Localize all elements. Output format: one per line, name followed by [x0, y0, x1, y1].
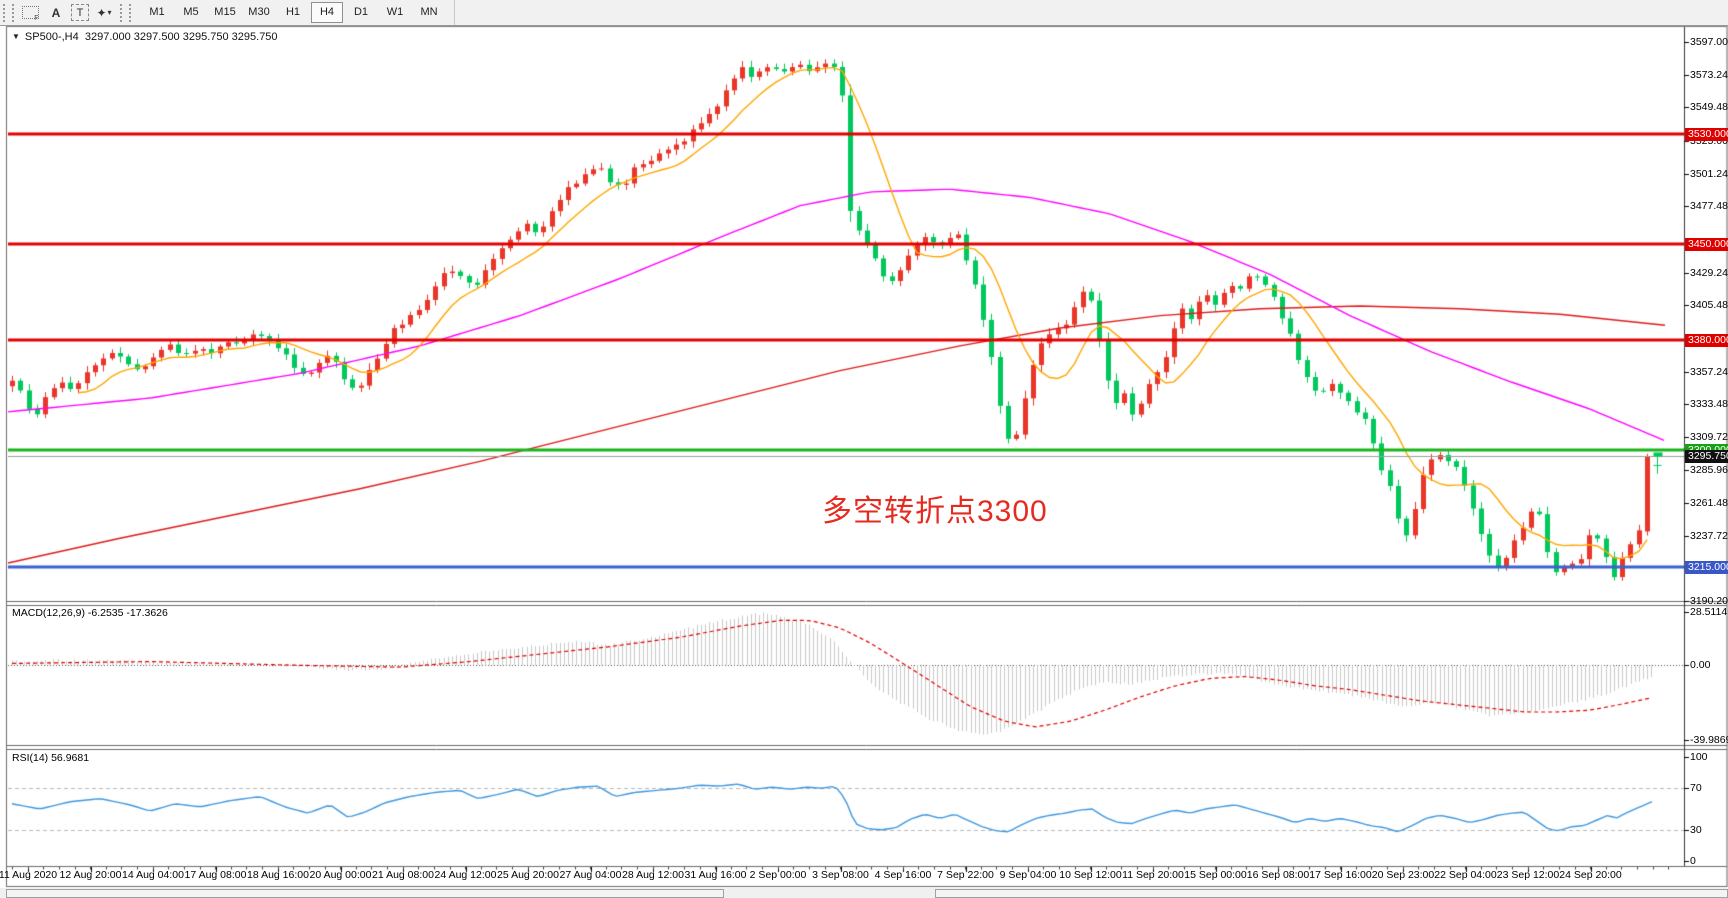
- price-badge-3530.000: 3530.000: [1685, 127, 1728, 141]
- time-axis-label: 7 Sep 22:00: [937, 869, 994, 881]
- rsi-indicator-label: RSI(14) 56.9681: [12, 752, 90, 764]
- time-axis-label: 3 Sep 08:00: [812, 869, 869, 881]
- toolbar: F A T ✦ ▾ M1 M5 M15 M30 H1 H4 D1 W1 MN: [0, 0, 1728, 26]
- toolbar-grip-2[interactable]: [120, 3, 131, 22]
- price-axis-label: 3357.240: [1690, 365, 1728, 378]
- price-axis-label: 3501.240: [1690, 167, 1728, 180]
- timeframe-button-d1[interactable]: D1: [353, 6, 369, 18]
- time-axis-label: 20 Aug 00:00: [309, 869, 372, 881]
- price-axis-label: 3597.000: [1690, 36, 1728, 49]
- price-axis-label: 3190.200: [1690, 595, 1728, 608]
- time-axis-label: 21 Aug 08:00: [372, 869, 434, 881]
- status-panel-right: [935, 889, 1728, 898]
- time-axis-label: 12 Aug 20:00: [59, 869, 122, 881]
- price-axis-label: 3309.720: [1690, 430, 1728, 443]
- cursor-mode-tool[interactable]: ✦ ▾: [93, 3, 115, 23]
- grid-f-tool-icon[interactable]: F: [19, 3, 41, 23]
- time-axis-label: 2 Sep 00:00: [749, 869, 807, 881]
- chart-title: ▼ SP500-,H4 3297.000 3297.500 3295.750 32…: [12, 31, 278, 43]
- price-axis-label: 3549.480: [1690, 101, 1728, 114]
- time-axis-label: 10 Sep 12:00: [1059, 869, 1122, 881]
- cursor-mode-icon: ✦: [96, 5, 107, 20]
- timeframe-button-m1[interactable]: M1: [149, 6, 165, 18]
- price-axis-label: 3333.480: [1690, 398, 1728, 411]
- price-axis-label: 3405.480: [1690, 299, 1728, 312]
- rsi-axis-label: 0: [1690, 855, 1696, 867]
- time-axis-label: 17 Sep 16:00: [1309, 869, 1372, 881]
- time-axis-label: 11 Sep 20:00: [1122, 869, 1184, 881]
- price-axis-label: 3285.960: [1690, 463, 1728, 476]
- time-axis-label: 24 Sep 20:00: [1559, 869, 1622, 881]
- chart-title-symbol: SP500-,H4: [24, 31, 79, 43]
- rsi-axis-label: 100: [1690, 751, 1708, 763]
- time-axis-label: 11 Aug 2020: [0, 869, 58, 881]
- rsi-axis-label: 30: [1690, 823, 1702, 836]
- price-badge-3380.000: 3380.000: [1685, 333, 1728, 347]
- time-axis-label: 27 Aug 04:00: [559, 869, 622, 881]
- time-axis-label: 25 Aug 20:00: [497, 869, 559, 881]
- label-a-icon: A: [51, 5, 61, 20]
- grid-icon: F: [21, 6, 39, 22]
- macd-axis-label: -39.9869: [1690, 733, 1728, 746]
- price-axis-label: 3429.240: [1690, 266, 1728, 279]
- time-axis-label: 16 Sep 08:00: [1246, 869, 1310, 881]
- time-axis-label: 4 Sep 16:00: [874, 869, 932, 881]
- price-badge-3450.000: 3450.000: [1685, 237, 1728, 251]
- time-axis-label: 20 Sep 23:00: [1371, 869, 1435, 881]
- price-axis-label: 3261.480: [1690, 497, 1728, 510]
- timeframe-button-m5[interactable]: M5: [183, 6, 199, 18]
- timeframe-button-mn[interactable]: MN: [420, 6, 438, 18]
- price-axis-label: 3477.480: [1690, 200, 1728, 213]
- time-axis-label: 28 Aug 12:00: [622, 869, 684, 881]
- timeframe-button-h4[interactable]: H4: [311, 2, 343, 23]
- time-axis-label: 31 Aug 16:00: [684, 869, 747, 881]
- macd-indicator-label: MACD(12,26,9) -6.2535 -17.3626: [12, 607, 168, 619]
- textbox-t-icon: T: [76, 6, 84, 19]
- price-axis-label: 3237.720: [1690, 529, 1728, 542]
- time-axis-label: 24 Aug 12:00: [434, 869, 497, 881]
- label-a-tool[interactable]: A: [45, 3, 67, 23]
- time-axis-label: 15 Sep 00:00: [1184, 869, 1247, 881]
- quick-trade-dropdown-icon[interactable]: ▼: [12, 32, 20, 41]
- timeframe-group: M1 M5 M15 M30 H1 H4 D1 W1 MN: [140, 0, 455, 25]
- time-axis-label: 23 Sep 12:00: [1496, 869, 1560, 881]
- chart-title-ohlc: 3297.000 3297.500 3295.750 3295.750: [84, 31, 278, 43]
- time-axis-label: 18 Aug 16:00: [247, 869, 309, 881]
- price-axis-label: 3573.240: [1690, 68, 1728, 81]
- time-axis-label: 14 Aug 04:00: [122, 869, 184, 881]
- status-panel-left: [6, 889, 724, 898]
- time-axis-label: 22 Sep 04:00: [1434, 869, 1497, 881]
- price-badge-3215.000: 3215.000: [1685, 560, 1728, 574]
- macd-axis-label: 0.00: [1690, 659, 1711, 672]
- timeframe-button-m30[interactable]: M30: [248, 6, 270, 18]
- grid-f-label: F: [34, 15, 39, 22]
- textbox-t-tool[interactable]: T: [71, 4, 89, 21]
- price-badge-3295.750: 3295.750: [1685, 449, 1728, 463]
- toolbar-grip[interactable]: [3, 3, 14, 22]
- timeframe-button-m15[interactable]: M15: [214, 6, 236, 18]
- macd-axis-label: 28.5114: [1690, 606, 1728, 619]
- timeframe-button-h1[interactable]: H1: [285, 6, 301, 18]
- chevron-down-icon: ▾: [107, 8, 112, 17]
- time-axis-label: 17 Aug 08:00: [184, 869, 247, 881]
- timeframe-button-w1[interactable]: W1: [386, 6, 404, 18]
- rsi-axis-label: 70: [1690, 782, 1702, 795]
- status-bar: [0, 888, 1728, 898]
- chart-annotation-text: 多空转折点3300: [822, 495, 1048, 528]
- time-axis-label: 9 Sep 04:00: [999, 869, 1057, 881]
